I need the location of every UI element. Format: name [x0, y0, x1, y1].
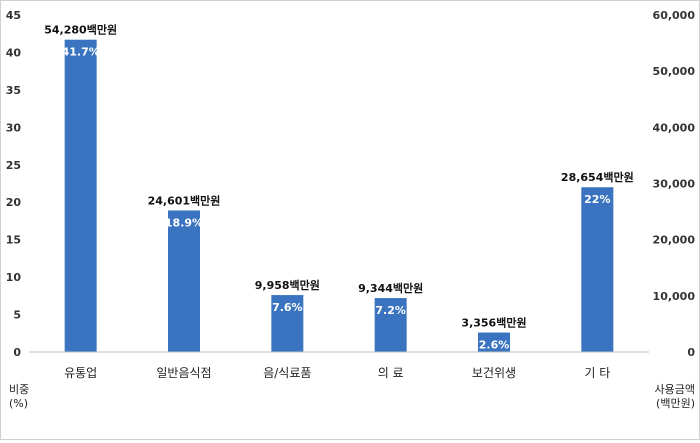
left-tick-label: 35	[6, 84, 21, 97]
amount-label: 54,280백만원	[44, 23, 117, 37]
right-axis-title: 사용금액 (백만원)	[655, 383, 695, 410]
left-axis-title: 비중 (%)	[9, 383, 29, 410]
left-tick-label: 0	[13, 346, 21, 359]
left-tick-label: 5	[13, 309, 21, 322]
category-labels: 유통업 일반음식점 음/식료품 의 료 보건위생 기 타	[64, 366, 610, 380]
left-axis-ticks: 0 5 10 15 20 25 30 35 40 45	[6, 9, 22, 359]
bar	[168, 210, 200, 352]
left-tick-label: 10	[6, 271, 22, 284]
percent-label: 2.6%	[479, 339, 510, 352]
percent-label: 41.7%	[62, 46, 100, 59]
left-tick-label: 15	[6, 234, 21, 247]
bar-group: 24,601백만원 18.9%	[148, 193, 221, 352]
right-tick-label: 0	[687, 346, 695, 359]
bar-group: 54,280백만원 41.7%	[44, 23, 117, 353]
amount-label: 9,344백만원	[358, 281, 423, 295]
category-label: 보건위생	[472, 366, 516, 380]
right-tick-label: 40,000	[653, 121, 696, 134]
right-tick-label: 30,000	[653, 178, 696, 191]
bar-group: 3,356백만원 2.6%	[461, 316, 527, 352]
amount-label: 28,654백만원	[561, 170, 634, 184]
right-tick-label: 50,000	[653, 65, 696, 78]
bar	[478, 332, 510, 352]
percent-label: 7.6%	[272, 301, 303, 314]
left-tick-label: 20	[6, 196, 22, 209]
left-tick-label: 25	[6, 159, 21, 172]
percent-label: 18.9%	[165, 216, 203, 229]
category-label: 의 료	[378, 366, 404, 380]
bar	[374, 298, 407, 352]
percent-label: 7.2%	[375, 304, 406, 317]
bars: 54,280백만원 41.7% 24,601백만원 18.9% 9,958백만원 7.6%…	[44, 23, 634, 353]
left-tick-label: 45	[6, 9, 21, 22]
bar	[64, 39, 97, 353]
bar-group: 9,344백만원 7.2%	[358, 281, 423, 352]
left-axis-title-line-2: (%)	[9, 397, 28, 410]
left-tick-label: 40	[6, 46, 22, 59]
right-axis-ticks: 0 10,000 20,000 30,000 40,000 50,000 60,000	[653, 9, 696, 359]
percent-label: 22%	[584, 193, 610, 206]
right-axis-title-line-1: 사용금액	[655, 383, 695, 396]
right-axis-title-line-2: (백만원)	[656, 397, 695, 410]
bar-group: 9,958백만원 7.6%	[255, 278, 320, 352]
category-label: 음/식료품	[263, 366, 311, 380]
left-tick-label: 30	[6, 121, 22, 134]
amount-label: 9,958백만원	[255, 278, 320, 292]
amount-label: 3,356백만원	[461, 316, 526, 330]
category-label: 일반음식점	[156, 366, 211, 380]
bar-group: 28,654백만원 22%	[561, 170, 634, 352]
bar	[271, 295, 304, 352]
left-axis-title-line-1: 비중	[9, 383, 29, 396]
right-tick-label: 60,000	[653, 9, 696, 22]
right-tick-label: 20,000	[653, 234, 696, 247]
bar	[581, 187, 614, 352]
right-tick-label: 10,000	[653, 290, 696, 303]
category-label: 기 타	[584, 366, 610, 380]
amount-label: 24,601백만원	[148, 193, 221, 207]
category-label: 유통업	[64, 366, 97, 380]
